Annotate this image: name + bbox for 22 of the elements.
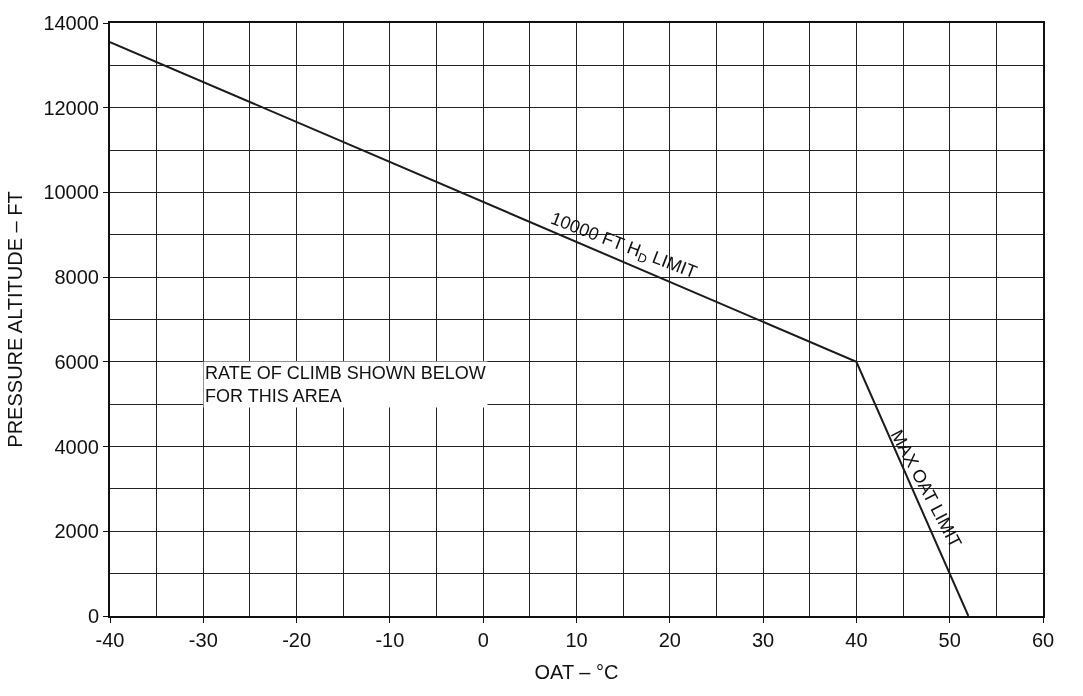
x-tick-label: 50 (938, 629, 961, 651)
x-tick-label: 0 (477, 629, 489, 651)
x-tick-label: 20 (658, 629, 681, 651)
annotation: RATE OF CLIMB SHOWN BELOW FOR THIS AREA (205, 363, 486, 407)
y-tick-label: 10000 (43, 181, 99, 204)
y-tick-label: 4000 (54, 435, 99, 458)
x-tick-label: 40 (845, 629, 868, 651)
x-tick-label: -30 (188, 629, 218, 651)
x-tick-label: -20 (282, 629, 312, 651)
x-tick-label: -40 (95, 629, 125, 651)
x-tick-label: 60 (1031, 629, 1055, 651)
x-tick-label: 30 (751, 629, 775, 651)
y-tick-label: 8000 (54, 266, 99, 289)
y-tick-label: 0 (87, 605, 99, 627)
y-tick-label: 12000 (43, 96, 99, 119)
y-axis-title: PRESSURE ALTITUDE – FT (4, 191, 27, 448)
y-tick-label: 2000 (54, 520, 99, 543)
y-tick-label: 6000 (54, 350, 99, 373)
x-tick-label: -10 (375, 629, 405, 651)
y-tick-label: 14000 (43, 12, 99, 34)
x-tick-label: 10 (565, 629, 588, 651)
x-axis-title: OAT – °C (534, 661, 619, 683)
